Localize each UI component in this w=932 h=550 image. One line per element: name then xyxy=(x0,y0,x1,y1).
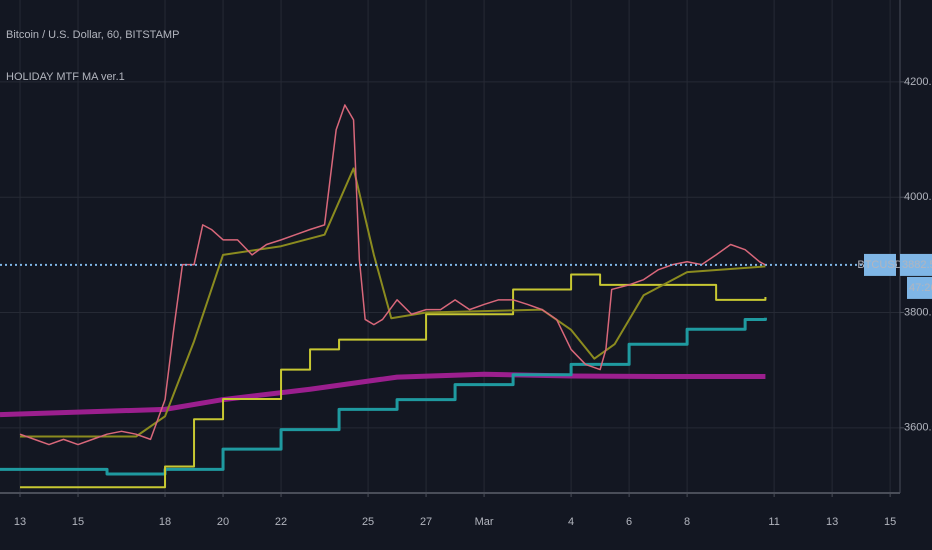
series-line xyxy=(0,317,767,476)
symbol-badge: BTCUSD xyxy=(857,259,902,271)
x-tick-label: 13 xyxy=(826,516,838,528)
x-tick-label: 25 xyxy=(362,516,374,528)
x-tick-label: 6 xyxy=(626,516,632,528)
price-badge: 3882.55 xyxy=(902,259,932,271)
countdown-bg xyxy=(907,276,932,299)
indicator-name: HOLIDAY MTF MA ver.1 xyxy=(6,71,125,83)
symbol-badge-bg xyxy=(864,253,896,276)
x-tick-label: 4 xyxy=(568,516,574,528)
price-badge-bg xyxy=(900,253,932,276)
axis-labels: 3600.00 3800.00 4000.00 4200.00 13 15 18 20 22 25… xyxy=(14,76,932,528)
y-tick-label: 4000.00 xyxy=(904,191,932,203)
series-line xyxy=(20,273,767,489)
series-line xyxy=(20,167,766,438)
x-tick-label: 11 xyxy=(768,516,779,528)
x-tick-label: 8 xyxy=(684,516,690,528)
x-tick-label: 18 xyxy=(159,516,171,528)
x-tick-label: 15 xyxy=(884,516,896,528)
y-tick-label: 4200.00 xyxy=(904,76,932,88)
y-tick-label: 3600.00 xyxy=(904,422,932,434)
grid xyxy=(0,0,900,493)
x-tick-label: 13 xyxy=(14,516,26,528)
chart-title: Bitcoin / U.S. Dollar, 60, BITSTAMP xyxy=(6,29,179,41)
x-tick-label: 27 xyxy=(420,516,432,528)
x-tick-label: 20 xyxy=(217,516,229,528)
x-tick-label: Mar xyxy=(475,516,494,528)
x-tick-label: 15 xyxy=(72,516,84,528)
y-tick-label: 3800.00 xyxy=(904,306,932,318)
x-tick-label: 22 xyxy=(275,516,287,528)
countdown: 47:26 xyxy=(909,282,932,294)
series-line xyxy=(0,371,766,418)
series-line xyxy=(19,104,766,446)
plot-area xyxy=(0,104,900,489)
